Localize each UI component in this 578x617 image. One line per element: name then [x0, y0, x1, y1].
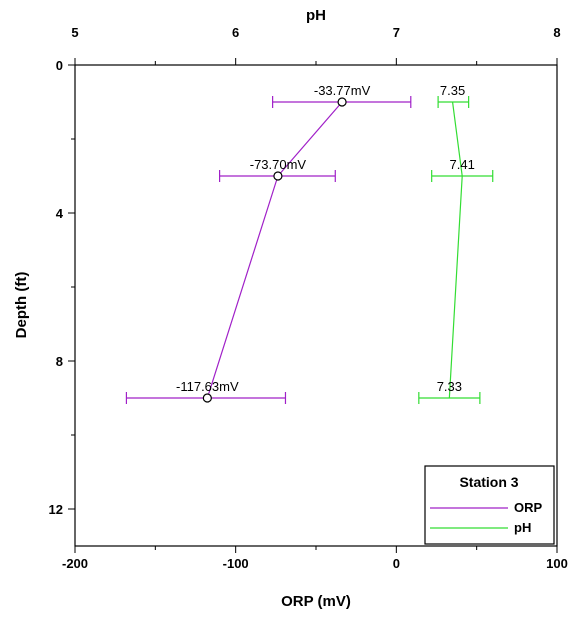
data-point-orp	[273, 171, 283, 181]
y-axis-title: Depth (ft)	[13, 272, 30, 339]
x-axis-title-top: pH	[306, 7, 326, 24]
legend-label-orp: ORP	[514, 500, 543, 515]
y-tick-label: 4	[56, 206, 64, 221]
x-top-tick-label: 6	[232, 25, 239, 40]
data-label-orp: -33.77mV	[314, 83, 371, 98]
data-label-orp: -73.70mV	[250, 157, 307, 172]
y-tick-label: 12	[49, 502, 63, 517]
x-bottom-tick-label: 0	[393, 556, 400, 571]
data-label-ph: 7.33	[437, 379, 462, 394]
x-top-tick-label: 8	[553, 25, 560, 40]
x-axis-title-bottom: ORP (mV)	[281, 593, 351, 610]
data-label-ph: 7.35	[440, 83, 465, 98]
legend-label-ph: pH	[514, 520, 531, 535]
data-label-orp: -117.63mV	[176, 379, 239, 394]
data-label-ph: 7.41	[450, 157, 475, 172]
series-ph: 7.35 7.41 7.33	[418, 83, 494, 404]
legend-title: Station 3	[459, 474, 518, 490]
y-tick-label: 8	[56, 354, 63, 369]
series-line-orp	[206, 101, 343, 399]
y-tick-label: 0	[56, 58, 63, 73]
data-point-orp	[202, 393, 212, 403]
x-bottom-tick-label: -100	[223, 556, 249, 571]
x-top-tick-label: 7	[393, 25, 400, 40]
data-point-orp	[337, 97, 347, 107]
series-orp: -33.77mV -73.70mV -117.63mV	[125, 83, 412, 404]
legend: Station 3 ORP pH	[424, 465, 555, 545]
x-bottom-tick-label: 100	[546, 556, 568, 571]
x-bottom-tick-label: -200	[62, 556, 88, 571]
legend-box	[424, 465, 555, 545]
series-line-ph	[448, 101, 463, 399]
x-top-tick-label: 5	[71, 25, 78, 40]
